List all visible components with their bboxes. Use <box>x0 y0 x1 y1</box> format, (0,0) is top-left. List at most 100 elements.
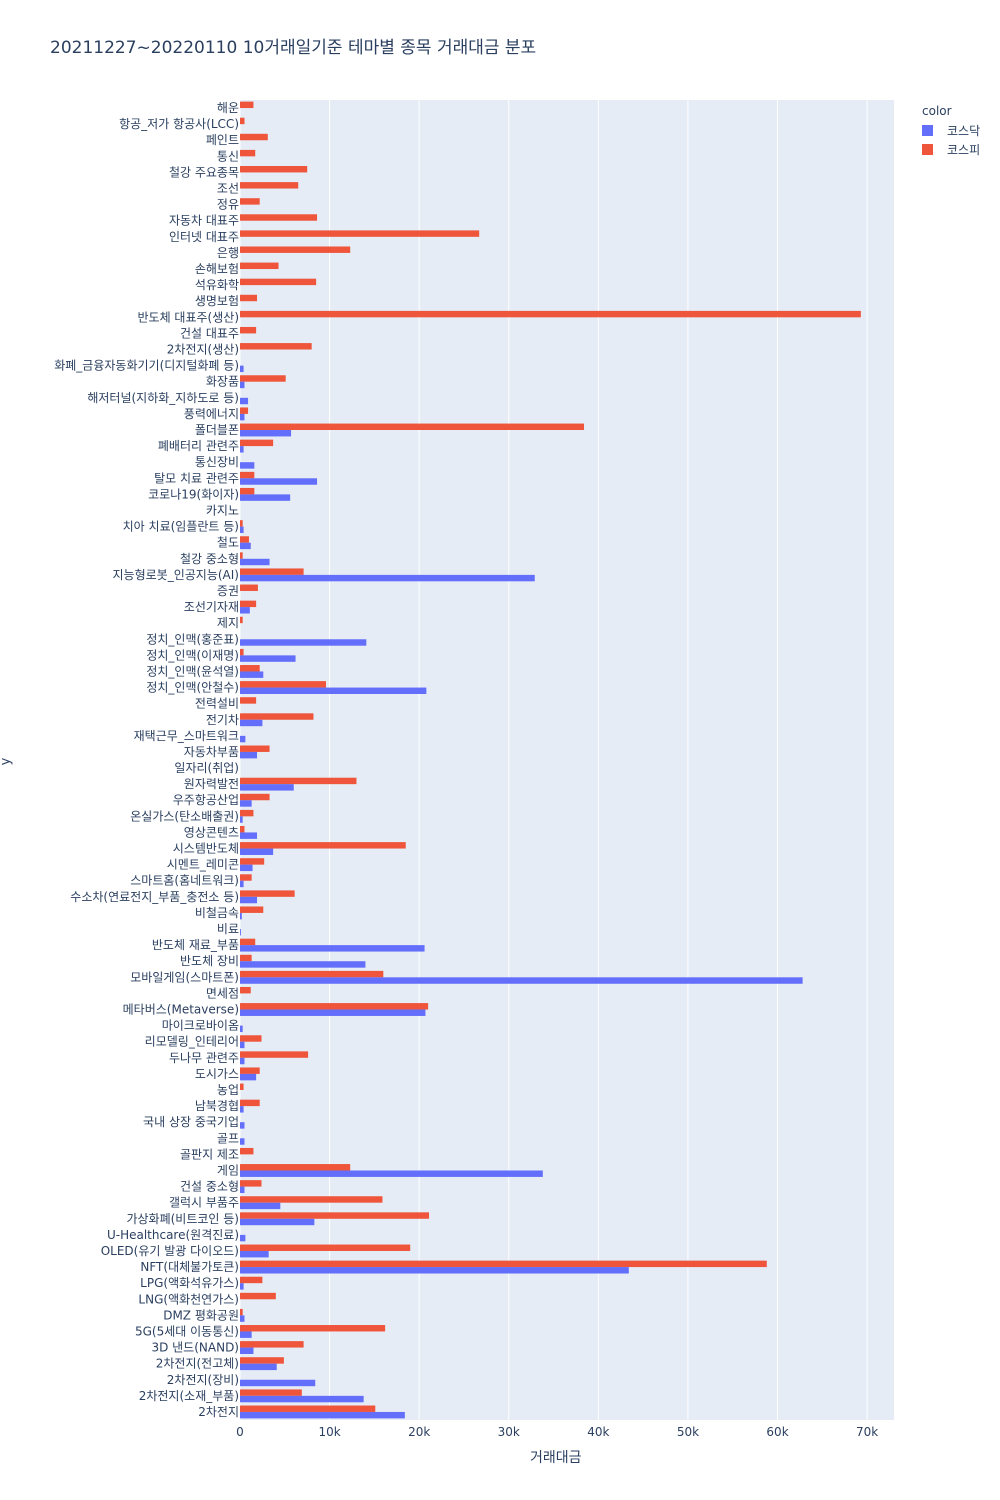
y-tick-label: 3D 낸드(NAND) <box>151 1341 239 1355</box>
x-tick-label: 50k <box>677 1425 699 1439</box>
bar-kosdaq <box>240 1122 245 1129</box>
y-tick-label: 정치_인맥(윤석열) <box>146 664 239 678</box>
bar-kospi <box>240 986 251 994</box>
y-tick-label: 농업 <box>217 1083 239 1097</box>
legend-item-kospi[interactable]: 코스피 <box>922 141 980 158</box>
bar-kosdaq <box>240 462 255 469</box>
y-tick-label: 정치_인맥(이재명) <box>146 648 239 662</box>
y-tick-label: U-Healthcare(원격진료) <box>107 1228 239 1242</box>
y-tick-label: 갤럭시 부품주 <box>169 1196 239 1210</box>
bar-kosdaq <box>240 687 427 694</box>
bar-kospi <box>240 1357 284 1364</box>
legend-item-kosdaq[interactable]: 코스닥 <box>922 122 980 139</box>
bar-kospi <box>240 117 245 125</box>
bar-kospi <box>240 1035 262 1042</box>
bar-kosdaq <box>240 574 535 582</box>
bar-kosdaq <box>240 961 366 968</box>
bar-kospi <box>240 874 252 881</box>
y-tick-label: 반도체 장비 <box>180 954 239 968</box>
bar-kospi <box>240 890 295 897</box>
y-tick-label: 시스템반도체 <box>173 842 239 856</box>
y-tick-label: 정유 <box>217 198 239 212</box>
bar-kosdaq <box>240 1186 245 1194</box>
chart-title: 20211227~20220110 10거래일기준 테마별 종목 거래대금 분포 <box>50 38 537 58</box>
bar-kospi <box>240 1292 276 1300</box>
bar-kospi <box>240 584 258 591</box>
y-tick-label: 코로나19(화이자) <box>148 487 239 501</box>
y-tick-label: 생명보험 <box>195 294 239 308</box>
bar-kosdaq <box>240 977 803 984</box>
bar-kospi <box>240 970 384 978</box>
bar-kosdaq <box>240 1041 245 1049</box>
y-tick-label: 온실가스(탄소배출권) <box>130 809 239 823</box>
bar-kosdaq <box>240 896 258 904</box>
bar-kospi <box>240 826 245 833</box>
bar-kosdaq <box>240 430 292 437</box>
y-tick-label: 남북경협 <box>195 1099 239 1113</box>
bar-kospi <box>240 246 351 253</box>
y-tick-label: 치아 치료(임플란트 등) <box>123 520 239 534</box>
bar-kospi <box>240 133 268 141</box>
bar-kospi <box>240 906 264 913</box>
bar-kosdaq <box>240 558 270 566</box>
y-tick-label: 조선 <box>217 182 239 196</box>
y-tick-label: 2차전지(전고체) <box>156 1357 239 1371</box>
bar-kospi <box>240 1260 767 1268</box>
bar-kospi <box>240 954 252 962</box>
bar-kosdaq <box>240 816 243 823</box>
bar-kospi <box>240 536 249 543</box>
bar-kospi <box>240 1180 262 1187</box>
y-tick-label: 해저터널(지하화_지하도로 등) <box>87 391 239 405</box>
x-tick-label: 30k <box>498 1425 520 1439</box>
bar-kosdaq <box>240 365 244 373</box>
bar-kospi <box>240 1099 260 1107</box>
bar-kosdaq <box>240 1170 543 1177</box>
legend-swatch-kospi <box>922 144 933 155</box>
x-axis-label: 거래대금 <box>530 1450 582 1466</box>
bar-kosdaq <box>240 1009 426 1016</box>
bar-kospi <box>240 439 274 447</box>
bar-kospi <box>240 600 257 608</box>
y-tick-label: 수소차(연료전지_부품_충전소 등) <box>70 890 239 904</box>
y-tick-label: 전기차 <box>206 713 239 727</box>
y-tick-label: 비료 <box>217 922 239 936</box>
bar-kospi <box>240 842 406 849</box>
bar-kosdaq <box>240 1347 254 1354</box>
bar-kospi <box>240 1389 302 1396</box>
y-tick-label: 반도체 재료_부품 <box>152 938 239 952</box>
y-tick-label: LNG(액화천연가스) <box>138 1291 239 1306</box>
bar-kosdaq <box>240 864 253 872</box>
y-tick-label: 탈모 치료 관련주 <box>154 471 239 485</box>
x-tick-label: 0 <box>236 1425 244 1439</box>
bar-kospi <box>240 407 249 414</box>
bar-kosdaq <box>240 526 244 534</box>
bar-kosdaq <box>240 1411 405 1419</box>
grid-lines <box>239 100 868 1420</box>
bar-kospi <box>240 665 260 672</box>
bar-kospi <box>240 1244 411 1251</box>
bar-kosdaq <box>240 413 245 421</box>
y-tick-label: 카지노 <box>206 503 239 517</box>
bar-kosdaq <box>240 1331 252 1338</box>
y-tick-label: 손해보험 <box>195 262 239 276</box>
legend-swatch-kosdaq <box>922 125 933 136</box>
bar-kospi <box>240 713 314 720</box>
bar-kospi <box>240 214 318 221</box>
bar-kospi <box>240 262 279 270</box>
bar-kospi <box>240 423 585 430</box>
y-tick-label: 도시가스 <box>195 1067 239 1081</box>
y-axis-label: y <box>0 758 13 766</box>
y-tick-label: 5G(5세대 이동통신) <box>135 1324 239 1338</box>
bar-kospi <box>240 326 257 334</box>
y-tick-label: NFT(대체불가토큰) <box>140 1260 239 1274</box>
bar-kosdaq <box>240 1234 246 1242</box>
bar-kosdaq <box>240 1073 257 1081</box>
bar-kosdaq <box>240 639 367 646</box>
y-tick-label: 리모델링_인테리어 <box>145 1035 239 1049</box>
y-tick-label: 2차전지(장비) <box>167 1373 239 1387</box>
y-tick-label: 2차전지(소재_부품) <box>139 1389 239 1403</box>
legend-title: color <box>922 104 952 118</box>
x-tick-label: 40k <box>587 1425 609 1439</box>
bar-kospi <box>240 375 286 382</box>
